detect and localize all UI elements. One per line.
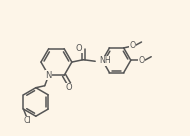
Text: O: O [76,44,82,53]
Text: Cl: Cl [23,116,31,125]
Text: N: N [45,71,51,80]
Text: NH: NH [99,56,111,65]
Text: O: O [129,41,135,50]
Text: O: O [66,83,72,92]
Text: O: O [139,56,145,65]
